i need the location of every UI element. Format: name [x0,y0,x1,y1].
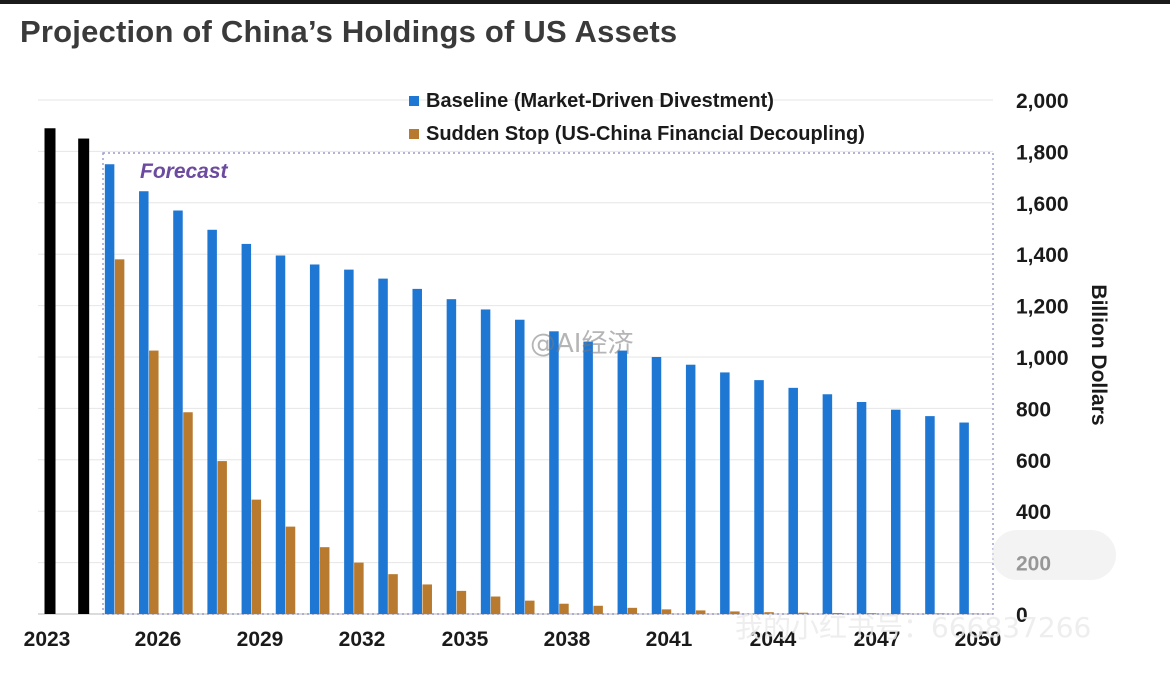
bar-baseline [959,422,969,614]
bar-sudden-stop [593,605,603,614]
legend-label: Baseline (Market-Driven Divestment) [426,90,774,112]
y-tick-label: 0 [1016,604,1028,627]
y-tick-label: 1,600 [1016,193,1069,216]
y-tick-label: 600 [1016,450,1051,473]
bar-sudden-stop [217,461,227,614]
bar-sudden-stop [319,547,330,614]
bar-baseline [515,319,525,614]
bar-sudden-stop [525,600,535,614]
bar-baseline [412,288,422,614]
bar-sudden-stop [627,607,638,614]
bar-baseline [925,416,935,614]
bar-baseline [651,357,662,614]
x-tick-label: 2038 [544,628,591,651]
x-tick-label: 2047 [854,628,901,651]
bar-baseline [241,243,252,615]
legend-label: Sudden Stop (US-China Financial Decoupli… [426,123,865,145]
y-tick-label: 800 [1016,398,1051,421]
bar-sudden-stop [149,350,159,614]
bar-baseline [207,229,217,614]
bar-sudden-stop [251,499,262,614]
bar-sudden-stop [354,562,364,614]
bar-baseline [720,372,730,614]
forecast-label: Forecast [140,160,229,183]
bar-baseline [173,210,183,614]
y-tick-label: 2,000 [1016,90,1069,113]
bar-baseline [378,278,388,614]
bar-baseline [275,255,286,615]
x-tick-label: 2035 [442,628,489,651]
forecast-region [102,152,994,615]
bar-baseline [685,364,696,614]
bar-baseline [583,341,593,614]
bar-baseline [104,164,115,614]
bar-sudden-stop [661,609,672,614]
bar-sudden-stop [798,612,808,614]
y-tick-label: 1,200 [1016,296,1069,319]
x-tick-label: 2023 [24,628,71,651]
bar-sudden-stop [183,412,193,614]
y-axis-title: Billion Dollars [1087,284,1110,425]
bar-sudden-stop [832,612,843,614]
bar-sudden-stop [730,611,740,614]
x-tick-label: 2044 [750,628,797,651]
y-tick-label: 1,000 [1016,347,1069,370]
x-tick-label: 2029 [237,628,284,651]
bar-sudden-stop [695,610,706,614]
bar-baseline [856,401,867,614]
bar-baseline [754,380,764,614]
bar-baseline [139,191,149,615]
bar-sudden-stop [285,526,296,614]
bar-sudden-stop [114,259,125,614]
bar-historical [44,128,56,614]
bar-historical [78,138,90,615]
bar-sudden-stop [559,603,569,614]
xiaohongshu-logo-watermark [992,530,1116,580]
bar-sudden-stop [935,613,945,614]
bar-baseline [446,299,457,614]
chart-title: Projection of China’s Holdings of US Ass… [20,14,678,49]
bar-baseline [549,331,559,614]
bar-sudden-stop [866,613,877,614]
top-rule [0,0,1170,4]
legend-swatch [409,129,419,139]
bar-sudden-stop [422,584,432,614]
x-tick-label: 2041 [646,628,693,651]
bar-baseline [891,409,901,614]
y-tick-label: 1,800 [1016,141,1069,164]
bar-sudden-stop [764,612,774,614]
bar-baseline [822,394,833,614]
bar-baseline [788,387,798,614]
y-tick-label: 1,400 [1016,244,1069,267]
bar-sudden-stop [456,590,467,614]
y-tick-label: 400 [1016,501,1051,524]
bar-sudden-stop [388,574,398,614]
x-tick-label: 2050 [955,628,1002,651]
bar-baseline [480,309,491,614]
bar-baseline [344,269,354,614]
x-tick-label: 2032 [339,628,386,651]
bar-sudden-stop [901,613,911,614]
bar-baseline [309,264,320,614]
x-tick-label: 2026 [135,628,182,651]
bar-sudden-stop [490,596,501,614]
bar-baseline [617,350,628,614]
legend-swatch [409,96,419,106]
